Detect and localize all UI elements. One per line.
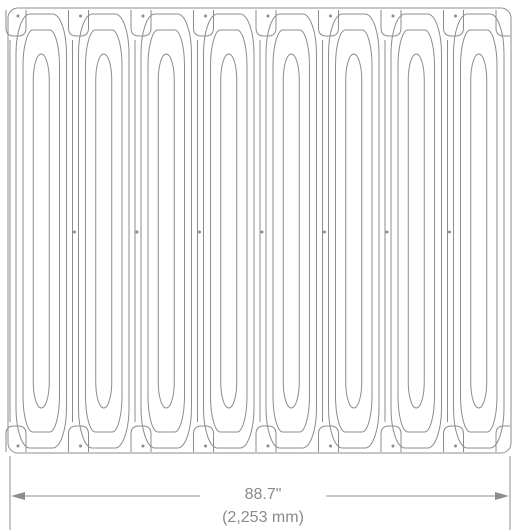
- fin-top-dot: [266, 14, 270, 18]
- fin-top-dot: [141, 14, 145, 18]
- fin-top-dot: [329, 14, 332, 18]
- fin-channel: [32, 53, 50, 409]
- fin-top-cap-end: [495, 10, 510, 37]
- fin-outer: [453, 13, 505, 449]
- fin-bottom-cap: [318, 425, 339, 452]
- fin-inner: [460, 29, 498, 433]
- fin-mid-marker: [135, 230, 139, 234]
- fin-bottom-cap: [380, 425, 402, 452]
- fin-top-dot: [454, 14, 457, 18]
- fin-top-cap: [443, 10, 464, 37]
- fin-bottom-dot: [16, 444, 20, 448]
- fin-bottom-cap-end: [495, 425, 510, 452]
- fin-top-dot: [16, 14, 20, 18]
- fin-bottom-cap: [5, 425, 27, 452]
- fin-inner: [22, 29, 60, 433]
- fin-channel: [95, 53, 113, 409]
- fin-top-cap: [68, 10, 89, 37]
- fin-outer: [78, 13, 130, 449]
- fin-inner: [210, 29, 248, 433]
- fin-inner: [397, 29, 435, 433]
- dimension-imperial-label: 88.7": [245, 486, 282, 503]
- width-dimension: 88.7" (2,253 mm): [9, 456, 511, 530]
- fin-top-cap: [318, 10, 339, 37]
- fin-top-cap: [5, 10, 27, 37]
- fin-top-cap: [380, 10, 402, 37]
- panel-outer-frame: [7, 7, 512, 454]
- fin-top-dot: [391, 14, 395, 18]
- fin-channel: [470, 53, 488, 409]
- fin-top-cap: [255, 10, 277, 37]
- fin-mid-marker: [323, 230, 326, 234]
- fin-bottom-cap: [193, 425, 214, 452]
- fin-outer: [328, 13, 380, 449]
- dimension-metric-label: (2,253 mm): [222, 509, 304, 526]
- fin-outer: [140, 13, 192, 449]
- fin-group: [5, 10, 510, 452]
- fin-channel: [345, 53, 363, 409]
- fin-mid-marker: [448, 230, 451, 234]
- fin-inner: [85, 29, 123, 433]
- dimension-arrow-right: [495, 492, 509, 500]
- fin-bottom-cap: [255, 425, 277, 452]
- fin-outer: [203, 13, 255, 449]
- fin-outer: [265, 13, 317, 449]
- fin-bottom-dot: [141, 444, 145, 448]
- fin-channel: [407, 53, 425, 409]
- fin-inner: [335, 29, 373, 433]
- fin-bottom-dot: [79, 444, 82, 448]
- fin-inner: [147, 29, 185, 433]
- fin-bottom-dot: [454, 444, 457, 448]
- fin-top-cap: [130, 10, 152, 37]
- fin-bottom-dot: [391, 444, 395, 448]
- fin-mid-marker: [73, 230, 76, 234]
- fin-channel: [157, 53, 175, 409]
- fin-mid-marker: [260, 230, 264, 234]
- fin-outer: [390, 13, 442, 449]
- panel-outline-group: [7, 7, 512, 454]
- fin-channel: [220, 53, 238, 409]
- fin-top-dot: [204, 14, 207, 18]
- fin-bottom-cap: [130, 425, 152, 452]
- fin-bottom-cap: [68, 425, 89, 452]
- fin-top-dot: [79, 14, 82, 18]
- dimension-arrow-left: [11, 492, 25, 500]
- fin-top-cap: [193, 10, 214, 37]
- fin-channel: [282, 53, 300, 409]
- fin-mid-marker: [198, 230, 201, 234]
- fin-bottom-dot: [329, 444, 332, 448]
- fin-bottom-dot: [266, 444, 270, 448]
- fin-bottom-dot: [204, 444, 207, 448]
- fin-mid-marker: [385, 230, 389, 234]
- fin-bottom-cap: [443, 425, 464, 452]
- fin-inner: [272, 29, 310, 433]
- fin-outer: [15, 13, 67, 449]
